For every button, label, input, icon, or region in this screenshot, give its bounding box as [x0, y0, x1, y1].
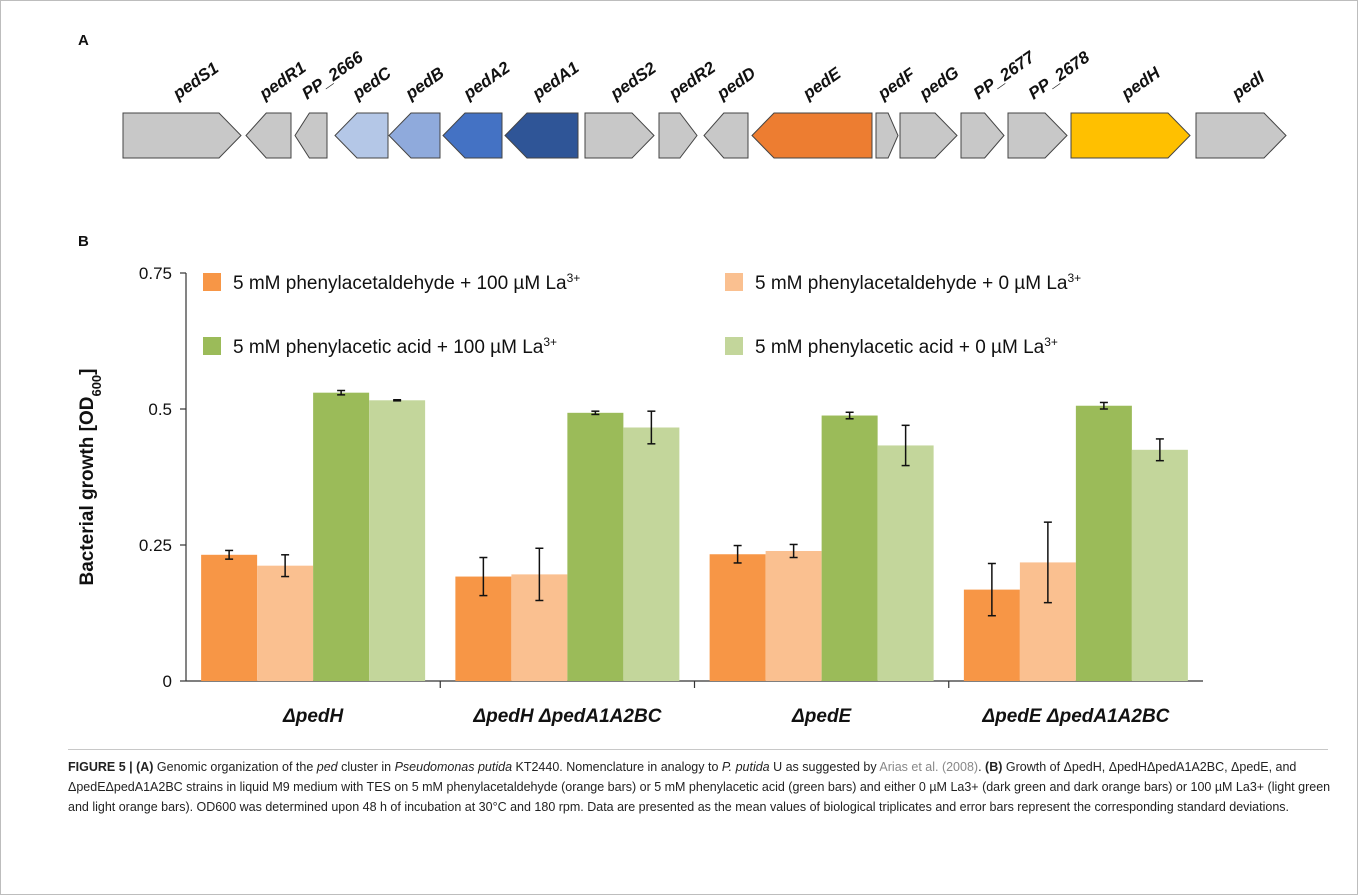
bar	[765, 550, 822, 681]
caption-text-4: U as suggested by	[769, 760, 880, 774]
x-category-label: ΔpedH	[282, 706, 345, 727]
legend-label: 5 mM phenylacetaldehyde + 100 µM La3+	[233, 271, 580, 294]
gene-arrow-pedI	[1195, 112, 1287, 159]
caption-text-3: KT2440. Nomenclature in analogy to	[512, 760, 722, 774]
caption-part-b-label: (B)	[985, 760, 1003, 774]
citation-link[interactable]: Arias et al. (2008)	[879, 760, 979, 774]
y-tick-label: 0.25	[139, 536, 172, 555]
figure-caption: FIGURE 5 | (A) Genomic organization of t…	[68, 757, 1336, 817]
bar	[257, 565, 314, 681]
x-category-label: ΔpedE	[791, 706, 853, 727]
y-axis-label: Bacterial growth [OD600]	[77, 368, 104, 585]
gene-arrow-pedE	[751, 112, 873, 159]
caption-text-1: Genomic organization of the	[153, 760, 317, 774]
y-tick-label: 0	[163, 672, 172, 691]
bar	[821, 415, 878, 681]
legend-label: 5 mM phenylacetaldehyde + 0 µM La3+	[755, 271, 1081, 294]
x-category-label: ΔpedH ΔpedA1A2BC	[472, 706, 661, 727]
panel-b-label: B	[78, 233, 89, 250]
caption-italic-ped: ped	[316, 760, 338, 774]
bar	[313, 392, 370, 681]
gene-arrow-pedD	[703, 112, 749, 159]
bar	[1075, 405, 1132, 681]
gene-arrow-pedS1	[122, 112, 242, 159]
gene-arrow-PP_2666	[294, 112, 328, 159]
y-tick-label: 0.75	[139, 264, 172, 283]
caption-species: Pseudomonas putida	[394, 760, 513, 774]
gene-arrow-pedB	[388, 112, 441, 159]
gene-arrow-pedG	[899, 112, 958, 159]
gene-arrow-pedH	[1070, 112, 1191, 159]
bar	[623, 427, 680, 681]
gene-arrow-PP_2678	[1007, 112, 1068, 159]
gene-arrow-PP_2677	[960, 112, 1005, 159]
legend-label: 5 mM phenylacetic acid + 0 µM La3+	[755, 335, 1058, 358]
bar	[709, 554, 766, 681]
bar	[567, 412, 624, 681]
gene-arrow-pedS2	[584, 112, 655, 159]
caption-species-2: P. putida	[721, 760, 770, 774]
x-category-label: ΔpedE ΔpedA1A2BC	[981, 706, 1169, 727]
y-tick-label: 0.5	[148, 400, 172, 419]
gene-arrow-pedR2	[658, 112, 698, 159]
gene-arrow-pedA2	[442, 112, 503, 159]
bar	[201, 554, 258, 681]
legend-swatch	[203, 337, 221, 355]
bar	[877, 445, 934, 681]
caption-part-a-label: (A)	[136, 760, 154, 774]
legend-swatch	[203, 273, 221, 291]
caption-part-b-text: Growth of ΔpedH, ΔpedHΔpedA1A2BC, ΔpedE,…	[68, 760, 1331, 814]
legend-swatch	[725, 337, 743, 355]
gene-arrow-pedC	[334, 112, 389, 159]
gene-arrow-pedF	[875, 112, 899, 159]
bar	[1131, 449, 1188, 681]
caption-text-2: cluster in	[337, 760, 395, 774]
caption-divider	[68, 749, 1328, 750]
bar-chart: 0 0.25 0.5 0.75 Bacterial growth [OD600] Δped…	[77, 264, 1203, 727]
gene-arrow-pedA1	[504, 112, 579, 159]
legend-swatch	[725, 273, 743, 291]
caption-text-5: .	[978, 760, 986, 774]
caption-figure-label: FIGURE 5 |	[68, 760, 137, 774]
bar	[369, 400, 426, 681]
legend-label: 5 mM phenylacetic acid + 100 µM La3+	[233, 335, 557, 358]
gene-arrow-pedR1	[245, 112, 292, 159]
panel-a-label: A	[78, 32, 89, 49]
